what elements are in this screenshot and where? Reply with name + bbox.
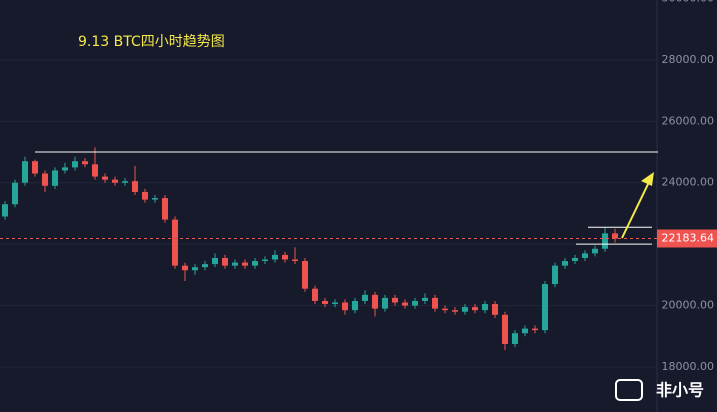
candle-body bbox=[412, 300, 418, 306]
candle-body bbox=[72, 161, 78, 168]
last-price-label: 22183.64 bbox=[662, 232, 715, 245]
candle-body bbox=[582, 253, 588, 258]
candle-body bbox=[222, 257, 228, 266]
candle-body bbox=[282, 254, 288, 260]
chart-title: 9.13 BTC四小时趋势图 bbox=[78, 34, 225, 50]
candle-body bbox=[542, 284, 548, 331]
candle-body bbox=[442, 308, 448, 311]
candle-body bbox=[572, 257, 578, 262]
candle-body bbox=[162, 198, 168, 220]
candle-body bbox=[2, 204, 8, 217]
candle-body bbox=[122, 181, 128, 183]
candle-body bbox=[112, 179, 118, 183]
candle-body bbox=[52, 170, 58, 186]
candle-body bbox=[232, 262, 238, 266]
candle-body bbox=[202, 264, 208, 268]
candle-body bbox=[32, 161, 38, 174]
candle-body bbox=[332, 302, 338, 305]
candle-body bbox=[292, 259, 298, 262]
candle-body bbox=[242, 262, 248, 266]
candle-body bbox=[422, 297, 428, 301]
candle-body bbox=[372, 294, 378, 309]
candle-body bbox=[512, 333, 518, 344]
candle-body bbox=[132, 181, 138, 192]
candle-body bbox=[502, 314, 508, 344]
candle-body bbox=[252, 261, 258, 266]
candle-body bbox=[492, 304, 498, 315]
arrow-head bbox=[641, 172, 654, 186]
candle-body bbox=[482, 304, 488, 311]
watermark: 非小号 bbox=[656, 381, 704, 400]
watermark-logo bbox=[615, 379, 643, 401]
candle-body bbox=[472, 307, 478, 311]
candle-body bbox=[562, 261, 568, 266]
candle-body bbox=[432, 297, 438, 309]
candle-body bbox=[142, 191, 148, 200]
y-tick-label: 24000.00 bbox=[662, 176, 715, 189]
candle-body bbox=[92, 164, 98, 177]
candle-body bbox=[172, 219, 178, 266]
candle-body bbox=[612, 233, 618, 239]
candle-body bbox=[322, 300, 328, 305]
trend-arrow bbox=[621, 179, 651, 239]
candle-body bbox=[272, 254, 278, 260]
candle-body bbox=[152, 198, 158, 200]
candle-body bbox=[462, 307, 468, 312]
candle-body bbox=[182, 265, 188, 271]
y-tick-label: 28000.00 bbox=[662, 53, 715, 66]
y-tick-label: 30000.00 bbox=[662, 0, 715, 4]
candle-body bbox=[602, 233, 608, 249]
candle-body bbox=[192, 267, 198, 271]
candle-body bbox=[352, 300, 358, 311]
candle-body bbox=[392, 297, 398, 303]
candle-body bbox=[402, 302, 408, 306]
candle-body bbox=[532, 328, 538, 331]
candle-body bbox=[312, 288, 318, 301]
y-tick-label: 26000.00 bbox=[662, 114, 715, 127]
candle-body bbox=[22, 161, 28, 183]
candle-body bbox=[522, 328, 528, 334]
y-tick-label: 18000.00 bbox=[662, 360, 715, 373]
candle-body bbox=[342, 302, 348, 311]
candle-body bbox=[42, 173, 48, 186]
candle-body bbox=[362, 294, 368, 301]
y-tick-label: 20000.00 bbox=[662, 299, 715, 312]
candle-body bbox=[262, 259, 268, 262]
candle-body bbox=[552, 265, 558, 285]
candle-body bbox=[212, 257, 218, 265]
last-price-box bbox=[657, 229, 717, 248]
candle-body bbox=[82, 161, 88, 165]
candle-body bbox=[12, 182, 18, 205]
overlays: 22183.64 bbox=[0, 151, 717, 248]
candle-body bbox=[382, 297, 388, 309]
candle-body bbox=[592, 248, 598, 254]
candle-body bbox=[302, 261, 308, 289]
candles bbox=[2, 147, 618, 351]
candle-body bbox=[102, 176, 108, 180]
candle-body bbox=[452, 310, 458, 312]
candle-body bbox=[62, 167, 68, 171]
